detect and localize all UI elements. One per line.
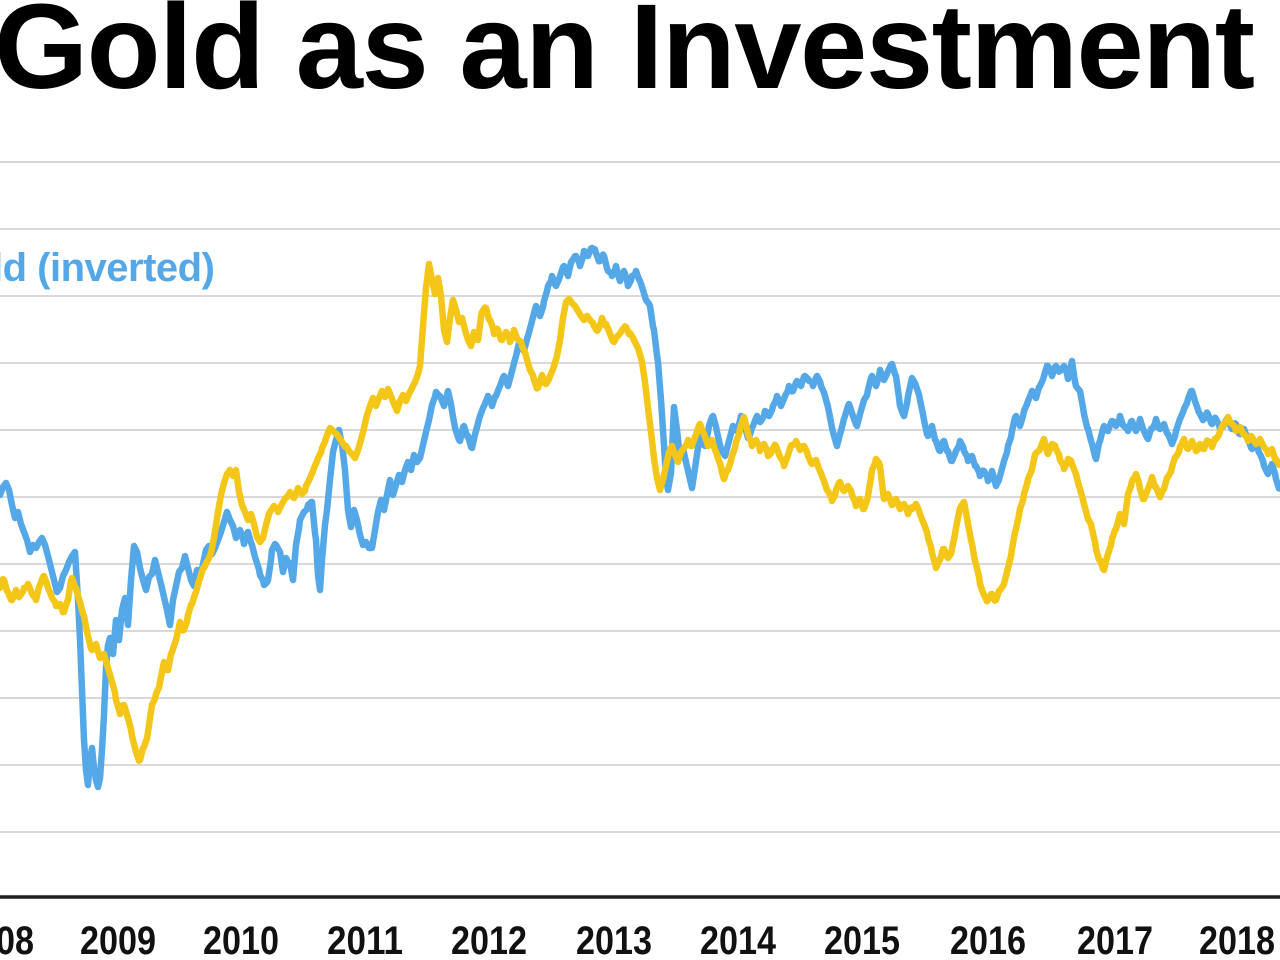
x-tick-2013: 2013	[576, 919, 652, 960]
x-tick-2010: 2010	[203, 919, 279, 960]
yield-series-label: ld (inverted)	[0, 246, 215, 290]
x-tick-2009: 2009	[80, 919, 156, 960]
x-tick-2015: 2015	[824, 919, 900, 960]
chart-title: Gold as an Investment	[0, 0, 1255, 114]
x-tick-08: 08	[0, 919, 34, 960]
x-tick-2011: 2011	[327, 919, 403, 960]
x-tick-2016: 2016	[950, 919, 1026, 960]
x-tick-2014: 2014	[700, 919, 777, 960]
x-tick-2017: 2017	[1077, 919, 1153, 960]
x-tick-2018: 2018	[1199, 919, 1275, 960]
gold-price-line	[0, 260, 1280, 764]
x-tick-2012: 2012	[451, 919, 527, 960]
